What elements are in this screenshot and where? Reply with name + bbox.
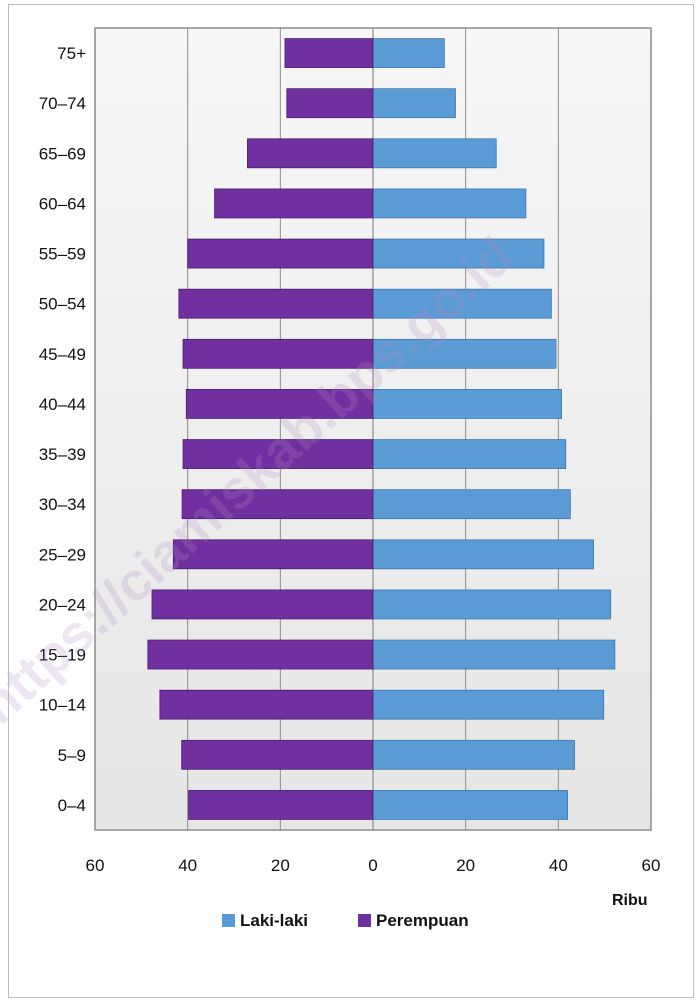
- bar-laki-laki-70–74: [372, 88, 456, 119]
- bar-laki-laki-30–34: [372, 489, 571, 520]
- bar-perempuan-45–49: [182, 338, 374, 369]
- bar-laki-laki-20–24: [372, 589, 612, 620]
- bar-perempuan-35–39: [182, 439, 374, 469]
- x-tick-label: 20: [456, 856, 475, 875]
- x-tick-labels: 60 40 20 0 20 40 60: [86, 856, 661, 875]
- bar-laki-laki-5–9: [372, 739, 575, 770]
- category-label: 25–29: [39, 545, 86, 564]
- legend-swatch-perempuan: [358, 914, 371, 927]
- legend-label-laki-laki: Laki-laki: [240, 911, 308, 930]
- category-label: 0–4: [58, 796, 86, 815]
- category-label: 30–34: [39, 495, 86, 514]
- x-tick-label: 40: [549, 856, 568, 875]
- category-label: 50–54: [39, 295, 86, 314]
- bar-laki-laki-55–59: [372, 238, 545, 269]
- bar-perempuan-65–69: [247, 138, 374, 169]
- bar-perempuan-55–59: [187, 238, 374, 269]
- bar-perempuan-60–64: [214, 188, 374, 219]
- category-label: 55–59: [39, 245, 86, 264]
- bar-perempuan-70–74: [286, 88, 374, 119]
- bar-perempuan-0–4: [188, 790, 374, 820]
- bar-perempuan-15–19: [147, 639, 374, 670]
- bar-perempuan-75+: [284, 38, 374, 68]
- category-label: 65–69: [39, 144, 86, 163]
- bar-perempuan-20–24: [151, 589, 374, 620]
- x-tick-label: 0: [368, 856, 377, 875]
- x-tick-label: 40: [178, 856, 197, 875]
- bars: [147, 38, 616, 820]
- bar-perempuan-30–34: [181, 489, 374, 520]
- bar-laki-laki-25–29: [372, 539, 594, 570]
- bar-laki-laki-15–19: [372, 639, 616, 670]
- category-label: 60–64: [39, 194, 86, 213]
- category-label: 40–44: [39, 395, 86, 414]
- bar-laki-laki-60–64: [372, 188, 527, 219]
- bar-perempuan-50–54: [178, 288, 374, 319]
- category-label: 70–74: [39, 94, 86, 113]
- x-tick-label: 60: [86, 856, 105, 875]
- bar-perempuan-10–14: [159, 689, 374, 720]
- x-tick-label: 60: [642, 856, 661, 875]
- category-label: 45–49: [39, 345, 86, 364]
- bar-laki-laki-75+: [372, 38, 445, 68]
- legend: Laki-laki Perempuan: [222, 911, 469, 930]
- bar-laki-laki-35–39: [372, 439, 567, 469]
- category-label: 5–9: [58, 746, 86, 765]
- x-unit-label: Ribu: [612, 892, 648, 909]
- x-tick-label: 20: [271, 856, 290, 875]
- legend-label-perempuan: Perempuan: [376, 911, 469, 930]
- bar-laki-laki-40–44: [372, 389, 562, 419]
- category-label: 10–14: [39, 696, 86, 715]
- bar-laki-laki-65–69: [372, 138, 497, 169]
- bar-perempuan-5–9: [181, 739, 374, 770]
- bar-perempuan-40–44: [185, 389, 374, 419]
- bar-laki-laki-0–4: [372, 790, 569, 820]
- category-label: 15–19: [39, 646, 86, 665]
- bar-laki-laki-10–14: [372, 689, 605, 720]
- category-label: 20–24: [39, 595, 86, 614]
- chart-frame: [8, 4, 694, 998]
- legend-swatch-laki-laki: [222, 914, 235, 927]
- category-label: 75+: [57, 44, 86, 63]
- category-label: 35–39: [39, 445, 86, 464]
- category-labels: 0–4 5–9 10–14 15–19 20–24 25–29 30–34 35–39 40–4…: [39, 44, 86, 815]
- bar-perempuan-25–29: [172, 539, 374, 570]
